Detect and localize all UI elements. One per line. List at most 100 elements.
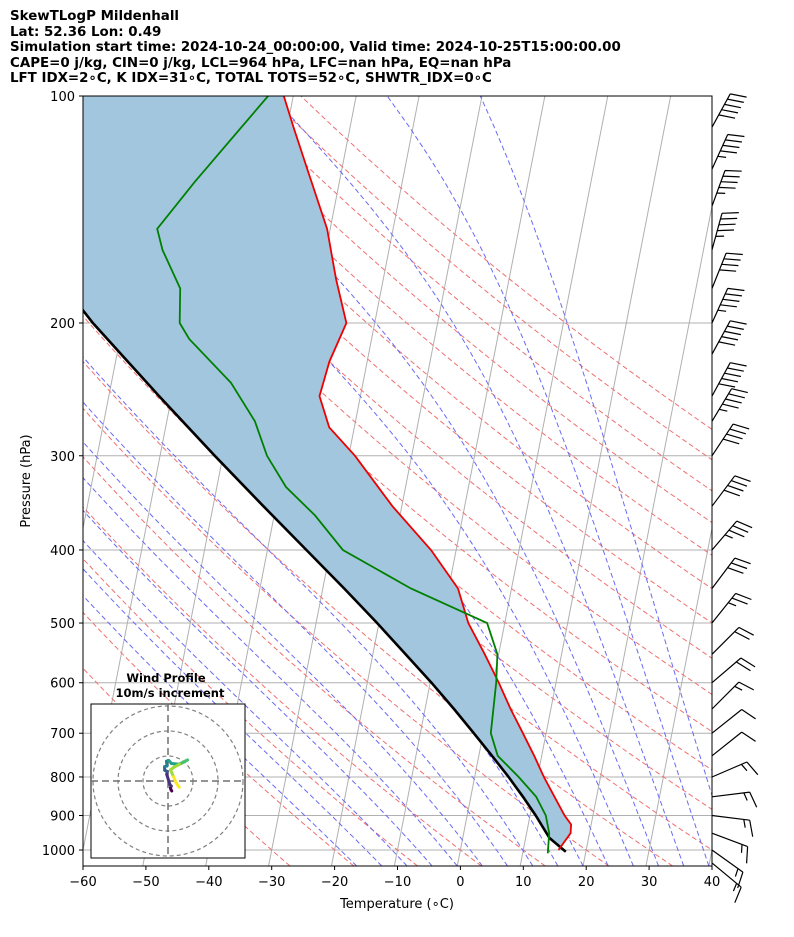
wind-barb [711, 709, 756, 734]
x-tick-label: 40 [704, 875, 721, 890]
moist-adiabat-line [479, 96, 712, 798]
x-tick-label: 30 [641, 875, 658, 890]
y-tick-label: 400 [50, 544, 75, 559]
x-tick-label: −40 [195, 875, 222, 890]
x-tick-label: 10 [515, 875, 532, 890]
x-tick-label: −20 [321, 875, 348, 890]
y-tick-label: 100 [50, 90, 75, 105]
dry-adiabat-line [83, 228, 712, 771]
isotherm-line [393, 96, 546, 866]
moist-adiabat-line [83, 539, 408, 866]
wind-barb [711, 862, 742, 903]
wind-barb [711, 388, 748, 422]
moist-adiabat-line [83, 568, 383, 866]
x-tick-label: −50 [132, 875, 159, 890]
dry-adiabat-line [105, 96, 712, 624]
wind-barb [711, 592, 752, 624]
hodograph-trace-segment [178, 758, 189, 766]
dry-adiabat-line [83, 271, 712, 810]
moist-adiabat-line [167, 96, 660, 866]
hodograph-trace-segment [165, 773, 172, 787]
cape-cin-area [83, 96, 572, 850]
moist-adiabat-line [83, 401, 509, 866]
moist-adiabat-line [83, 96, 634, 866]
parcel-profile-line [83, 308, 567, 853]
x-tick-label: 0 [456, 875, 464, 890]
moist-adiabat-line [386, 96, 710, 866]
wind-barb [711, 626, 754, 655]
isotherm-line [330, 96, 483, 866]
wind-barb [711, 557, 751, 589]
chart-header: SkewTLogP Mildenhall Lat: 52.36 Lon: 0.4… [10, 9, 621, 87]
dry-adiabat-line [83, 456, 546, 866]
isotherm-line [519, 96, 672, 866]
moist-adiabat-line [83, 441, 483, 866]
location-line: Lat: 52.36 Lon: 0.49 [10, 24, 162, 40]
wind-barb [711, 681, 754, 710]
cape-line: CAPE=0 j/kg, CIN=0 j/kg, LCL=964 hPa, LF… [10, 55, 512, 71]
y-axis-label: Pressure (hPa) [19, 434, 34, 527]
moist-adiabat-line [271, 96, 685, 866]
y-tick-label: 700 [50, 727, 75, 742]
y-tick-label: 600 [50, 677, 75, 692]
dry-adiabat-line [83, 107, 712, 659]
dewpoint-profile-line [156, 96, 551, 854]
x-axis-label: Temperature (∘C) [339, 897, 454, 912]
moist-adiabat-line [83, 509, 433, 866]
wind-barb [711, 362, 747, 397]
axes: −60 −50 −40 −30 −20 −10 0 10 20 30 40 1000 900 800 700… [42, 90, 720, 890]
wind-barbs [711, 93, 759, 903]
isotherm-line [772, 96, 794, 866]
isotherm-line [645, 525, 712, 866]
wind-barb [711, 320, 747, 355]
dry-adiabat-line [267, 96, 712, 461]
wind-barb [711, 423, 750, 457]
wind-barb [711, 731, 756, 757]
wind-barb [711, 133, 745, 170]
dry-adiabat-line [83, 611, 355, 866]
dry-adiabat-line [83, 360, 673, 866]
y-tick-label: 1000 [42, 844, 75, 859]
dry-adiabat-line [300, 96, 712, 430]
wind-barb [711, 93, 747, 128]
dry-adiabat-line [137, 96, 712, 590]
x-tick-label: 20 [578, 875, 595, 890]
wind-barb [711, 169, 742, 207]
y-tick-label: 300 [50, 450, 75, 465]
chart-title: SkewTLogP Mildenhall [10, 9, 180, 24]
wind-barb [711, 475, 751, 507]
wind-barb [711, 252, 743, 289]
x-tick-label: −60 [69, 875, 96, 890]
wind-barb [711, 761, 759, 778]
y-tick-label: 800 [50, 771, 75, 786]
dry-adiabat-line [83, 146, 712, 696]
moist-adiabat-line [83, 176, 609, 866]
wind-barb [711, 814, 754, 837]
hodograph-title: Wind Profile [126, 671, 206, 685]
wind-barb [711, 287, 745, 324]
y-tick-label: 500 [50, 617, 75, 632]
time-line: Simulation start time: 2024-10-24_00:00:… [10, 40, 621, 56]
dry-adiabat-line [83, 558, 418, 866]
wind-barb [711, 832, 749, 864]
dry-adiabat-line [83, 506, 482, 866]
dry-adiabat-line [202, 96, 712, 524]
y-tick-label: 200 [50, 317, 75, 332]
wind-barb [711, 849, 744, 889]
isotherm-line [708, 847, 712, 866]
cape-fill [83, 96, 572, 850]
temperature-profile-line [282, 96, 573, 851]
wind-barb [711, 657, 756, 684]
moist-adiabat-line [83, 477, 458, 866]
profile-lines [83, 96, 573, 854]
y-tick-label: 900 [50, 810, 75, 825]
x-tick-label: −30 [258, 875, 285, 890]
hodograph-subtitle: 10m/s increment [116, 686, 225, 700]
wind-barb [711, 791, 758, 808]
wind-barb [711, 520, 753, 551]
wind-barb [711, 212, 739, 251]
hodograph [90, 703, 246, 859]
hodograph-trace-segment [174, 781, 181, 789]
indices-line: LFT IDX=2∘C, K IDX=31∘C, TOTAL TOTS=52∘C… [10, 71, 492, 87]
